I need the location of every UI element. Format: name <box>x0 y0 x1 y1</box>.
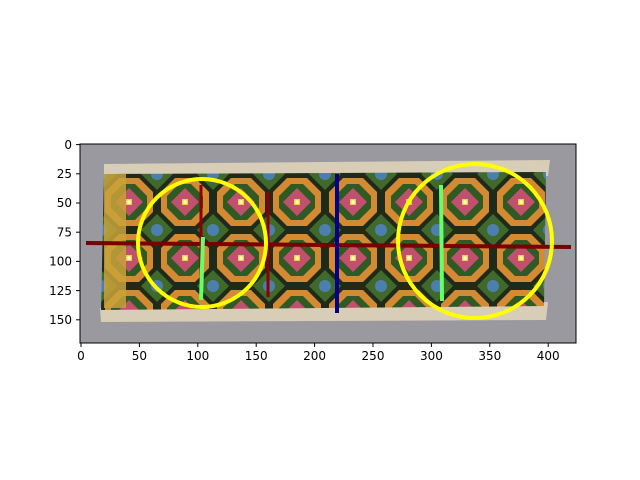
y-tick-label: 150 <box>49 313 72 327</box>
y-tick-label: 25 <box>57 167 72 181</box>
yellow-circle-right <box>396 162 554 320</box>
annotation-overlay <box>85 162 572 320</box>
y-axis: 0 25 50 75 100 125 150 <box>49 138 80 327</box>
x-tick-label: 100 <box>186 349 209 363</box>
y-tick-label: 125 <box>49 284 72 298</box>
green-line-1 <box>199 236 205 301</box>
y-tick-label: 0 <box>64 138 72 152</box>
y-tick-label: 75 <box>57 225 72 239</box>
x-tick-label: 150 <box>245 349 268 363</box>
x-tick-label: 50 <box>132 349 147 363</box>
y-tick-label: 100 <box>49 255 72 269</box>
textile-left-border <box>104 174 126 308</box>
green-line-2 <box>439 184 444 302</box>
yellow-circle-left <box>136 177 268 309</box>
y-tick-label: 50 <box>57 196 72 210</box>
x-tick-label: 350 <box>478 349 501 363</box>
x-tick-label: 200 <box>303 349 326 363</box>
x-axis: 0 50 100 150 200 250 300 350 400 <box>77 343 560 363</box>
horizontal-red-line <box>85 241 572 249</box>
x-tick-label: 0 <box>77 349 85 363</box>
textile-panel <box>101 172 546 310</box>
x-tick-label: 400 <box>537 349 560 363</box>
image-axes <box>79 143 577 344</box>
axes-frame <box>79 143 577 344</box>
x-tick-label: 250 <box>362 349 385 363</box>
x-tick-label: 300 <box>420 349 443 363</box>
